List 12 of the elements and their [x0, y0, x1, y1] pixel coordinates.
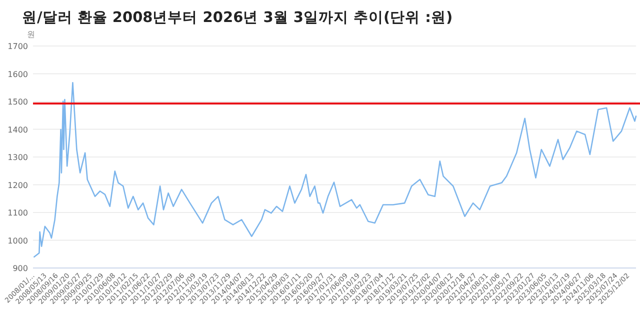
y-axis-title: 원 [27, 30, 35, 39]
line-series [34, 82, 637, 258]
y-tick-label: 1400 [8, 125, 28, 134]
y-tick-label: 1600 [8, 70, 28, 79]
y-tick-label: 1500 [8, 98, 28, 106]
y-tick-label: 1100 [8, 208, 28, 218]
y-tick-label: 1300 [8, 153, 28, 162]
chart-title: 원/달러 환율 2008년부터 2026년 3월 3일까지 추이(단위 :원) [22, 10, 453, 26]
y-tick-label: 1200 [8, 180, 28, 190]
y-tick-label: 900 [12, 264, 28, 273]
y-tick-label: 1000 [8, 236, 28, 246]
y-tick-label: 1700 [8, 42, 28, 51]
